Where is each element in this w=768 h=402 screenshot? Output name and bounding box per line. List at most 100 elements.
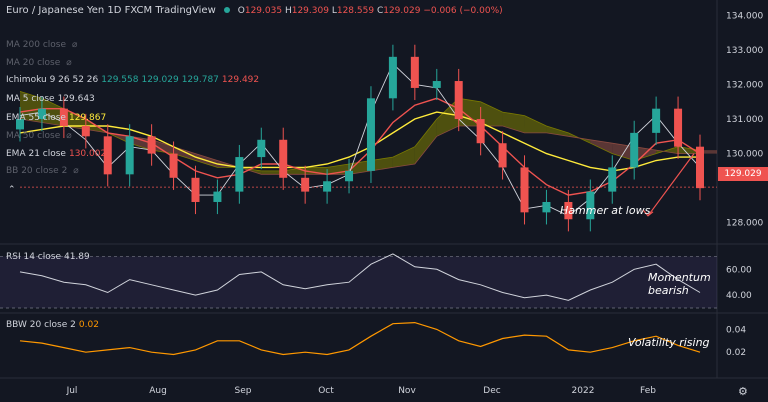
- candle-body: [169, 153, 178, 178]
- candle-body: [81, 125, 90, 137]
- cloud-segment: [502, 112, 525, 133]
- candle-body: [542, 201, 551, 213]
- candle-body: [213, 191, 222, 202]
- candle-body: [476, 119, 485, 144]
- cloud-segment: [524, 115, 547, 133]
- cloud-segment: [414, 119, 437, 164]
- arrow-head: [642, 209, 654, 217]
- cloud-segment: [392, 146, 415, 168]
- hammer-annotation: Hammer at lows: [560, 204, 651, 217]
- legend-row[interactable]: Ichimoku 9 26 52 26 129.558 129.029 129.787…: [6, 75, 260, 85]
- rsi-band: [0, 256, 717, 308]
- candle-body: [564, 201, 573, 220]
- rsi-tick-label: 60.00: [726, 265, 752, 275]
- legend-row[interactable]: EMA 21 close 130.002: [6, 149, 107, 159]
- candle-body: [586, 191, 595, 220]
- price-tick-label: 134.000: [726, 11, 763, 21]
- cloud-segment: [63, 108, 86, 130]
- span-a-line: [19, 91, 701, 172]
- bbw-tick-label: 0.04: [726, 325, 746, 335]
- legend-row[interactable]: MA 20 close ⌀: [6, 58, 72, 68]
- candle-body: [432, 81, 441, 88]
- time-tick-label: Nov: [398, 386, 416, 396]
- candle-body: [454, 81, 463, 120]
- candle-body: [630, 132, 639, 168]
- price-tick-label: 133.000: [726, 46, 763, 56]
- current-price-badge: 129.029: [718, 167, 768, 181]
- market-status-dot: [223, 6, 230, 13]
- cloud-segment: [151, 139, 174, 154]
- legend-row[interactable]: MA 50 close ⌀: [6, 131, 72, 141]
- cloud-segment: [370, 157, 393, 171]
- indicator-panes: 60.00 40.00 0.04 0.02: [0, 253, 752, 358]
- cloud-segment: [590, 139, 613, 154]
- rsi-legend[interactable]: RSI 14 close 41.89: [6, 252, 90, 262]
- candle-body: [59, 108, 68, 126]
- time-tick-label: 2022: [572, 386, 595, 396]
- settings-gear-icon[interactable]: ⚙: [738, 385, 748, 398]
- price-tick-label: 130.000: [726, 150, 763, 160]
- candle-body: [608, 167, 617, 192]
- candle-body: [520, 167, 529, 213]
- time-tick-label: Oct: [318, 386, 334, 396]
- hidden-eye-icon[interactable]: ⌀: [73, 166, 79, 176]
- cloud-segment: [173, 146, 196, 161]
- bearish-annotation: bearish: [648, 284, 689, 297]
- candle-body: [125, 136, 134, 175]
- candle-body: [147, 136, 156, 154]
- cloud-segment: [458, 98, 481, 126]
- legend-row[interactable]: MA 5 close 129.643: [6, 94, 95, 104]
- time-tick-label: Aug: [149, 386, 167, 396]
- arrow-shaft: [647, 153, 695, 217]
- hidden-eye-icon[interactable]: ⌀: [66, 58, 72, 68]
- legend-row[interactable]: MA 200 close ⌀: [6, 40, 78, 50]
- cloud-segment: [41, 98, 64, 126]
- indicator-line: [19, 111, 700, 172]
- rsi-line: [19, 253, 701, 301]
- candle-body: [652, 108, 661, 133]
- hidden-eye-icon[interactable]: ⌀: [66, 131, 72, 141]
- candles: [16, 44, 704, 232]
- bbw-line: [19, 321, 701, 356]
- candle-body: [16, 119, 24, 130]
- cloud-segment: [129, 136, 152, 151]
- candle-body: [345, 170, 354, 182]
- volatility-annotation: Volatility rising: [628, 336, 710, 349]
- candle-body: [191, 177, 200, 202]
- cloud-segment: [305, 167, 328, 175]
- cloud-segment: [480, 101, 503, 126]
- cloud-segment: [349, 160, 371, 175]
- legend-row[interactable]: BB 20 close 2 ⌀: [6, 166, 79, 176]
- candle-body: [103, 136, 112, 175]
- legend-row[interactable]: EMA 55 close 129.867: [6, 113, 107, 123]
- candle-body: [235, 157, 244, 192]
- cloud-segment: [612, 143, 635, 161]
- down-arrow-annotation: [642, 153, 695, 217]
- time-tick-label: Sep: [235, 386, 252, 396]
- collapse-legend-icon[interactable]: ⌃: [8, 185, 16, 195]
- cloud-segment: [436, 98, 459, 137]
- time-tick-label: Feb: [640, 386, 656, 396]
- bbw-tick-label: 0.02: [726, 348, 746, 358]
- symbol-header: Euro / Japanese Yen 1D FXCM TradingView O…: [6, 5, 503, 16]
- momentum-annotation: Momentum: [648, 271, 711, 284]
- candle-body: [410, 56, 419, 88]
- hidden-eye-icon[interactable]: ⌀: [72, 40, 78, 50]
- cloud-segment: [678, 146, 700, 154]
- cloud-segment: [700, 150, 717, 154]
- candle-body: [366, 98, 375, 171]
- candle-body: [498, 143, 507, 168]
- candle-body: [301, 177, 310, 192]
- cloud-segment: [261, 170, 284, 175]
- candle-body: [674, 108, 683, 147]
- candle-body: [696, 146, 704, 189]
- rsi-tick-label: 40.00: [726, 291, 752, 301]
- candle-body: [279, 139, 288, 178]
- bbw-legend[interactable]: BBW 20 close 2 0.02: [6, 320, 99, 330]
- candle-body: [257, 139, 266, 158]
- price-tick-label: 131.000: [726, 115, 763, 125]
- symbol-title[interactable]: Euro / Japanese Yen 1D FXCM TradingView: [6, 5, 216, 16]
- ohlc-readout: O129.035 H129.309 L128.559 C129.029 −0.0…: [237, 6, 503, 16]
